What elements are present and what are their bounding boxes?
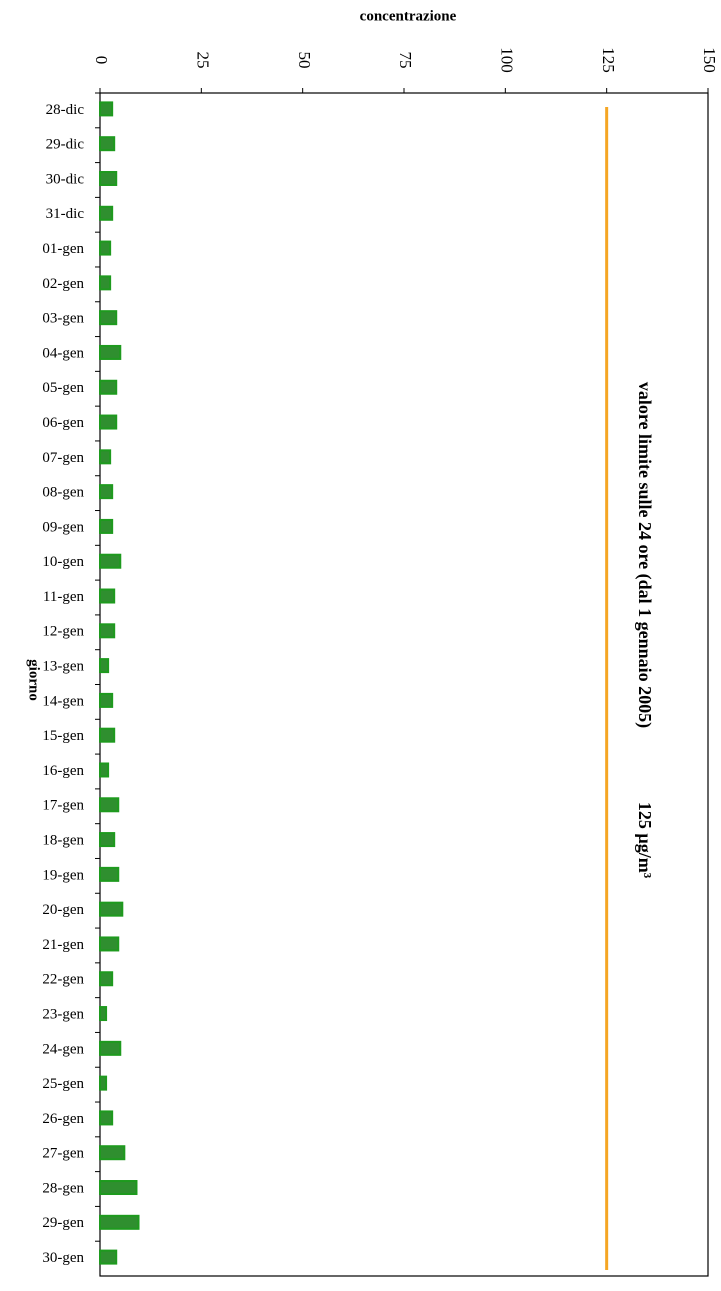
y-tick-label: 30-dic xyxy=(46,171,85,187)
bar xyxy=(99,553,122,569)
y-tick-label: 22-gen xyxy=(42,972,84,988)
bar xyxy=(99,762,110,778)
y-tick-label: 25-gen xyxy=(42,1076,84,1092)
bar xyxy=(99,414,118,430)
x-tick-label: 50 xyxy=(295,52,314,69)
bar xyxy=(99,275,112,291)
y-tick-label: 06-gen xyxy=(42,415,84,431)
y-tick-label: 13-gen xyxy=(42,659,84,675)
y-tick-label: 11-gen xyxy=(43,589,85,605)
y-tick-label: 01-gen xyxy=(42,241,84,257)
y-tick-label: 18-gen xyxy=(42,833,84,849)
y-tick-label: 24-gen xyxy=(42,1041,84,1057)
bar xyxy=(99,832,116,848)
bar xyxy=(99,588,116,604)
annotation: valore limite sulle 24 ore (dal 1 gennai… xyxy=(634,382,655,728)
bar xyxy=(99,1075,108,1091)
y-tick-label: 04-gen xyxy=(42,345,84,361)
bar xyxy=(99,170,118,186)
y-tick-label: 28-dic xyxy=(46,102,85,118)
bar xyxy=(99,518,114,534)
bar xyxy=(99,1040,122,1056)
bar xyxy=(99,240,112,256)
bar xyxy=(99,1145,126,1161)
y-tick-label: 30-gen xyxy=(42,1250,84,1266)
y-tick-label: 03-gen xyxy=(42,311,84,327)
y-tick-label: 15-gen xyxy=(42,728,84,744)
bar xyxy=(99,1006,108,1022)
bar xyxy=(99,310,118,326)
y-tick-label: 27-gen xyxy=(42,1146,84,1162)
y-tick-label: 23-gen xyxy=(42,1006,84,1022)
bar xyxy=(99,971,114,987)
bar xyxy=(99,344,122,360)
bar xyxy=(99,797,120,813)
y-tick-label: 28-gen xyxy=(42,1180,84,1196)
y-tick-label: 21-gen xyxy=(42,937,84,953)
y-tick-label: 05-gen xyxy=(42,380,84,396)
bar xyxy=(99,901,124,917)
plot-area xyxy=(99,92,709,1277)
x-tick-label: 100 xyxy=(497,47,516,73)
x-tick-label: 150 xyxy=(700,47,719,73)
bar xyxy=(99,1180,138,1196)
y-tick-label: 07-gen xyxy=(42,450,84,466)
y-tick-label: 12-gen xyxy=(42,624,84,640)
bar xyxy=(99,658,110,674)
bar xyxy=(99,936,120,952)
y-tick-label: 16-gen xyxy=(42,763,84,779)
bar xyxy=(99,692,114,708)
bar xyxy=(99,449,112,465)
axis-title: concentrazione xyxy=(360,8,457,24)
bar xyxy=(99,1214,140,1230)
y-tick-label: 02-gen xyxy=(42,276,84,292)
y-tick-label: 26-gen xyxy=(42,1111,84,1127)
bar xyxy=(99,379,118,395)
y-tick-label: 17-gen xyxy=(42,798,84,814)
bar xyxy=(99,727,116,743)
bar xyxy=(99,1249,118,1265)
x-tick-label: 25 xyxy=(193,52,212,69)
y-tick-label: 09-gen xyxy=(42,519,84,535)
limit-label: 125 µg/m³ xyxy=(635,802,655,879)
y-tick-label: 10-gen xyxy=(42,554,84,570)
y-tick-label: 14-gen xyxy=(42,693,84,709)
x-tick-label: 75 xyxy=(396,52,415,69)
y-tick-label: 20-gen xyxy=(42,902,84,918)
bar xyxy=(99,101,114,117)
bar xyxy=(99,866,120,882)
bar xyxy=(99,1110,114,1126)
bar xyxy=(99,484,114,500)
x-tick-label: 125 xyxy=(599,47,618,73)
bar xyxy=(99,205,114,221)
x-tick-label: 0 xyxy=(92,56,111,65)
y-tick-label: 29-gen xyxy=(42,1215,84,1231)
bar xyxy=(99,623,116,639)
bar xyxy=(99,136,116,152)
axis-title: giorno xyxy=(26,659,42,701)
y-tick-label: 29-dic xyxy=(46,137,85,153)
y-tick-label: 19-gen xyxy=(42,867,84,883)
y-tick-label: 08-gen xyxy=(42,485,84,501)
y-tick-label: 31-dic xyxy=(46,206,85,222)
